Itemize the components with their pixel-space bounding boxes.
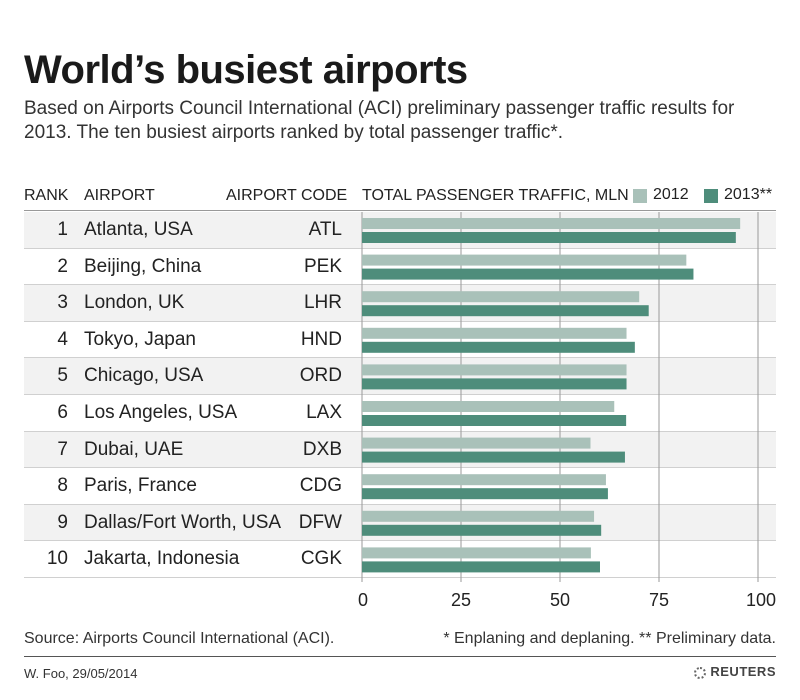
column-header-rank: RANK bbox=[24, 187, 69, 204]
row-divider bbox=[24, 540, 776, 542]
airport-cell: Atlanta, USA bbox=[84, 219, 193, 240]
x-tick-label: 100 bbox=[746, 590, 776, 610]
row-divider bbox=[24, 503, 776, 505]
row-divider bbox=[24, 394, 776, 395]
legend-label-2013: 2013** bbox=[724, 186, 773, 203]
row-divider bbox=[24, 430, 776, 432]
bar-2013-dfw bbox=[362, 524, 602, 536]
byline: W. Foo, 29/05/2014 bbox=[24, 666, 138, 681]
bar-2013-atl bbox=[362, 232, 736, 243]
airport-code-cell: LAX bbox=[306, 402, 342, 423]
header-rule bbox=[24, 210, 776, 211]
rank-cell: 3 bbox=[57, 292, 68, 314]
row-divider bbox=[24, 320, 776, 322]
footer-rule bbox=[24, 656, 776, 657]
airport-cell: Beijing, China bbox=[84, 255, 202, 277]
chart-title: World’s busiest airports bbox=[24, 48, 468, 92]
column-header-airport: AIRPORT bbox=[84, 187, 155, 204]
rank-cell: 7 bbox=[57, 438, 68, 460]
bar-2013-lhr bbox=[362, 305, 649, 317]
reuters-logo-icon bbox=[694, 667, 707, 679]
airport-code-cell: CDG bbox=[299, 475, 342, 497]
brand-logo: REUTERS bbox=[694, 664, 776, 679]
airport-cell: Chicago, USA bbox=[84, 365, 204, 387]
bar-2012-dfw bbox=[362, 510, 595, 522]
rank-cell: 1 bbox=[57, 219, 68, 240]
rank-cell: 9 bbox=[57, 511, 68, 533]
legend-swatch-2013 bbox=[704, 189, 718, 203]
airport-cell: London, UK bbox=[84, 292, 185, 314]
airport-code-cell: DXB bbox=[302, 438, 342, 460]
row-divider bbox=[24, 284, 776, 286]
row-divider bbox=[24, 357, 776, 359]
airport-code-cell: ORD bbox=[299, 365, 342, 387]
bar-2013-ord bbox=[362, 378, 627, 390]
airport-code-cell: ATL bbox=[308, 219, 342, 240]
bar-2013-cgk bbox=[362, 561, 600, 573]
row-divider bbox=[24, 577, 776, 578]
bar-2013-cdg bbox=[362, 488, 608, 500]
airport-cell: Paris, France bbox=[84, 475, 197, 497]
rank-cell: 6 bbox=[57, 402, 68, 423]
bar-2013-lax bbox=[362, 415, 627, 426]
brand-name: REUTERS bbox=[710, 664, 776, 679]
bar-2012-pek bbox=[362, 254, 687, 266]
column-header-traffic: TOTAL PASSENGER TRAFFIC, MLN bbox=[362, 187, 629, 204]
bar-2012-atl bbox=[362, 218, 741, 229]
bar-2012-cdg bbox=[362, 474, 606, 486]
legend-label-2012: 2012 bbox=[653, 186, 689, 203]
x-tick-label: 0 bbox=[358, 590, 368, 610]
bar-2012-dxb bbox=[362, 437, 591, 449]
x-tick-label: 50 bbox=[550, 590, 570, 610]
bar-2013-hnd bbox=[362, 341, 635, 353]
footnotes: * Enplaning and deplaning. ** Preliminar… bbox=[443, 630, 776, 647]
airport-code-cell: HND bbox=[300, 328, 342, 350]
airport-cell: Los Angeles, USA bbox=[84, 402, 238, 423]
airport-code-cell: DFW bbox=[298, 511, 342, 533]
bar-2013-dxb bbox=[362, 451, 625, 463]
rank-cell: 2 bbox=[57, 255, 68, 277]
legend-swatch-2012 bbox=[633, 189, 647, 203]
rank-cell: 4 bbox=[57, 328, 68, 350]
bar-2012-hnd bbox=[362, 327, 627, 339]
airport-cell: Jakarta, Indonesia bbox=[84, 548, 240, 570]
bar-2012-cgk bbox=[362, 547, 591, 559]
x-tick-label: 25 bbox=[451, 590, 471, 610]
row-divider bbox=[24, 247, 776, 249]
row-divider bbox=[24, 467, 776, 469]
airport-code-cell: CGK bbox=[300, 548, 342, 570]
rank-cell: 8 bbox=[57, 475, 68, 497]
bar-2012-lhr bbox=[362, 291, 640, 303]
bar-2013-pek bbox=[362, 268, 694, 280]
column-header-code: AIRPORT CODE bbox=[226, 187, 348, 204]
airport-code-cell: PEK bbox=[303, 255, 342, 277]
airport-code-cell: LHR bbox=[303, 292, 342, 314]
bar-2012-lax bbox=[362, 401, 615, 412]
x-tick-label: 75 bbox=[649, 590, 669, 610]
airport-cell: Dallas/Fort Worth, USA bbox=[84, 511, 282, 533]
rank-cell: 10 bbox=[46, 548, 68, 570]
rank-cell: 5 bbox=[57, 365, 68, 387]
airport-cell: Tokyo, Japan bbox=[84, 328, 196, 350]
source-note: Source: Airports Council International (… bbox=[24, 630, 335, 647]
chart-subtitle: Based on Airports Council International … bbox=[24, 98, 735, 143]
airport-cell: Dubai, UAE bbox=[84, 438, 184, 460]
bar-2012-ord bbox=[362, 364, 627, 376]
